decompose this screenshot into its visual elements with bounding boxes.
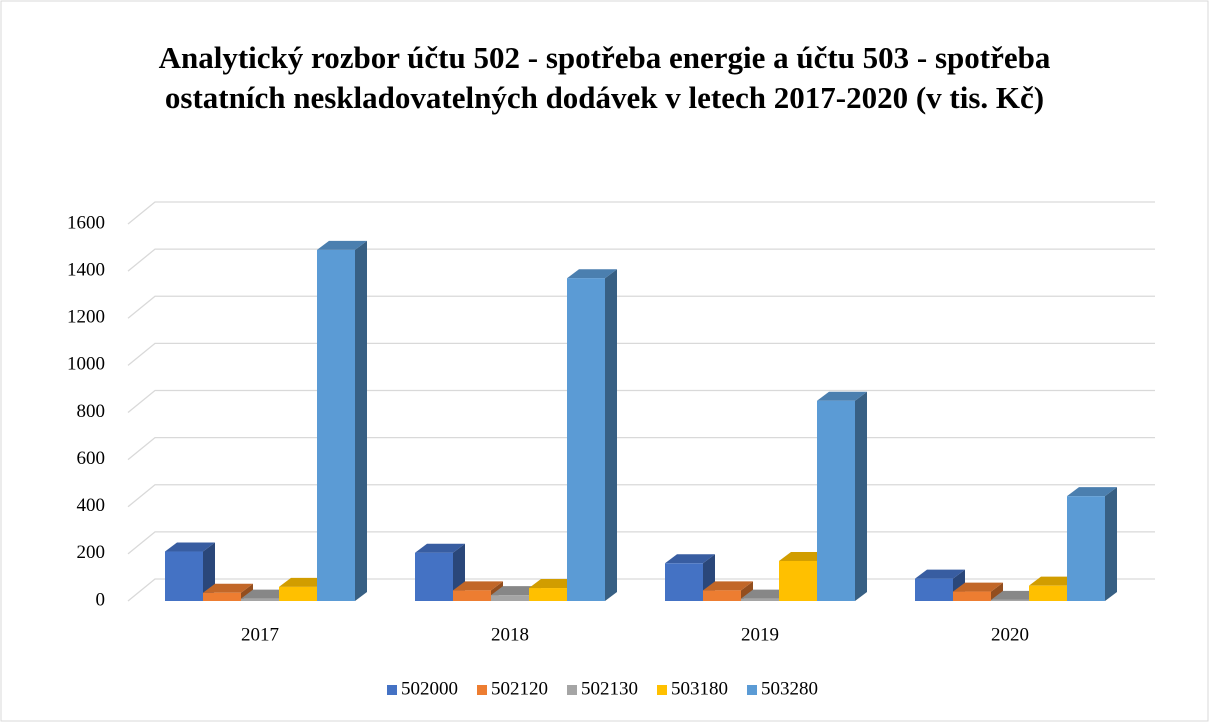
bar-front: [741, 598, 779, 601]
bar: [317, 240, 367, 601]
bar: [665, 554, 715, 601]
bar-side: [355, 240, 367, 601]
grid-line: [127, 248, 1155, 272]
grid-line: [127, 201, 1155, 225]
grid-line: [127, 295, 1155, 319]
x-tick-label: 2017: [241, 624, 279, 645]
bar-front: [529, 588, 567, 601]
bar-side: [991, 582, 1003, 601]
bar-front: [491, 595, 529, 601]
bar-top: [817, 391, 867, 401]
legend-swatch: [477, 685, 487, 695]
legend-swatch: [657, 685, 667, 695]
grid-line: [127, 436, 1155, 461]
bar-top: [491, 586, 541, 596]
bar-side: [1105, 487, 1117, 601]
y-tick-label: 1600: [67, 212, 105, 233]
bar-top: [567, 269, 617, 279]
bar-side: [605, 269, 617, 601]
bar: [1067, 487, 1117, 601]
legend-label: 502130: [581, 678, 638, 699]
bar-front: [817, 400, 855, 601]
bar-top: [665, 554, 715, 564]
bar-front: [203, 592, 241, 601]
bar-top: [203, 583, 253, 593]
legend-label: 502000: [401, 678, 458, 699]
bar: [953, 582, 1003, 601]
y-tick-label: 200: [77, 542, 106, 563]
y-tick-label: 800: [77, 401, 106, 422]
y-tick-label: 1200: [67, 307, 105, 328]
bar-front: [1029, 585, 1067, 601]
bar-front: [279, 586, 317, 601]
bar-front: [703, 590, 741, 601]
bar-top: [453, 581, 503, 591]
bar-front: [779, 560, 817, 601]
bar-top: [529, 579, 579, 589]
grid-line: [127, 389, 1155, 414]
bar-top: [1067, 487, 1117, 497]
bar-top: [953, 582, 1003, 592]
grid-line: [127, 484, 1155, 508]
legend-swatch: [747, 685, 757, 695]
bar-front: [991, 599, 1029, 601]
bar-front: [453, 590, 491, 601]
legend-label: 503180: [671, 678, 728, 699]
bar-front: [317, 249, 355, 601]
y-tick-label: 400: [77, 495, 106, 516]
grid-line: [127, 531, 1155, 555]
legend-swatch: [387, 685, 397, 695]
y-tick-label: 1400: [67, 259, 105, 280]
grid-line: [127, 342, 1155, 366]
legend-label: 502120: [491, 678, 548, 699]
chart-title: Analytický rozbor účtu 502 - spotřeba en…: [158, 40, 1051, 115]
bar: [567, 269, 617, 601]
bar-top: [279, 577, 329, 587]
bar-front: [241, 598, 279, 601]
bar-front: [567, 278, 605, 601]
bar-top: [241, 589, 291, 599]
bar-top: [1029, 576, 1079, 586]
bar-front: [953, 591, 991, 601]
bar-side: [855, 391, 867, 601]
bar-front: [415, 552, 453, 601]
x-tick-label: 2020: [991, 624, 1029, 645]
y-tick-label: 0: [96, 589, 106, 610]
bar-top: [915, 569, 965, 579]
bar-top: [165, 542, 215, 552]
bar-top: [703, 581, 753, 591]
x-tick-label: 2018: [491, 624, 529, 645]
bar-top: [991, 590, 1041, 600]
bar-front: [665, 563, 703, 601]
legend-swatch: [567, 685, 577, 695]
bar-top: [741, 589, 791, 599]
bar: [817, 391, 867, 601]
bar-front: [915, 578, 953, 601]
x-tick-label: 2019: [741, 624, 779, 645]
bar-top: [317, 240, 367, 250]
bar-top: [779, 551, 829, 561]
y-tick-label: 1000: [67, 354, 105, 375]
bar-top: [415, 543, 465, 553]
bar-front: [1067, 496, 1105, 601]
bar-front: [165, 551, 203, 601]
bar: [703, 581, 753, 601]
legend-label: 503280: [761, 678, 818, 699]
bar: [415, 543, 465, 601]
y-tick-label: 600: [77, 448, 106, 469]
bar-side: [741, 581, 753, 601]
